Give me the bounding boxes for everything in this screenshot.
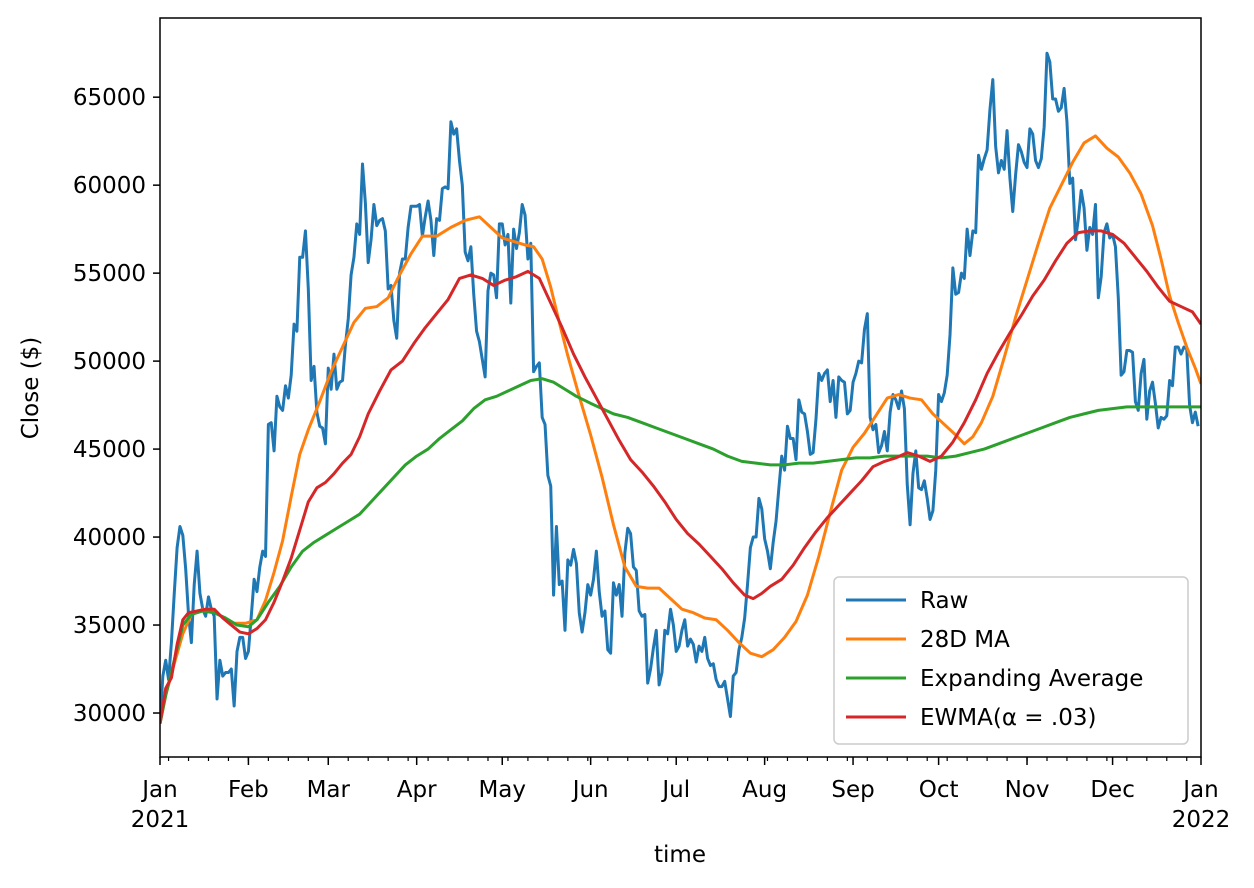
y-tick-label: 40000	[73, 525, 146, 551]
x-axis-label: time	[654, 842, 706, 868]
series-layer	[160, 51, 1201, 724]
x-tick-label: Jun	[571, 777, 609, 803]
y-tick-label: 35000	[73, 613, 146, 639]
series-line-2	[160, 377, 1201, 724]
x-tick-label: Nov	[1005, 777, 1050, 803]
x-tick-label: Aug	[742, 777, 787, 803]
x-tick-label: Jan	[140, 777, 177, 803]
y-tick-label: 60000	[73, 173, 146, 199]
y-axis: 30000 35000 40000 45000 50000 55000 60000 65000	[73, 85, 160, 727]
y-tick-label: 50000	[73, 349, 146, 375]
plot-frame	[159, 17, 1202, 758]
x-axis: Jan 2021 Feb Mar Apr May Jun Jul Aug Sep Oct Nov Dec…	[131, 757, 1231, 833]
y-tick-label: 30000	[73, 701, 146, 727]
series-line-3	[160, 229, 1201, 724]
y-tick-label: 65000	[73, 85, 146, 111]
x-tick-label: Jan	[1181, 777, 1218, 803]
legend-box	[833, 576, 1189, 745]
legend: Raw 28D MA Expanding Average EWMA(α = .03)	[833, 576, 1189, 745]
x-tick-label: Sep	[831, 777, 874, 803]
legend-label-0: Raw	[920, 588, 968, 614]
legend-label-2: Expanding Average	[920, 666, 1143, 692]
series-line-1	[160, 134, 1201, 724]
x-tick-year-label: 2022	[1172, 807, 1231, 833]
x-tick-label: Oct	[919, 777, 959, 803]
x-tick-label: Jul	[660, 777, 690, 803]
y-tick-label: 55000	[73, 261, 146, 287]
x-tick-label: Dec	[1090, 777, 1135, 803]
legend-label-3: EWMA(α = .03)	[920, 705, 1096, 731]
y-axis-label: Close ($)	[18, 337, 44, 440]
x-tick-label: Mar	[307, 777, 351, 803]
x-tick-year-label: 2021	[131, 807, 190, 833]
x-tick-label: Apr	[397, 777, 437, 803]
x-tick-label: Feb	[228, 777, 269, 803]
y-tick-label: 45000	[73, 437, 146, 463]
legend-label-1: 28D MA	[920, 627, 1010, 653]
x-tick-label: May	[478, 777, 526, 803]
